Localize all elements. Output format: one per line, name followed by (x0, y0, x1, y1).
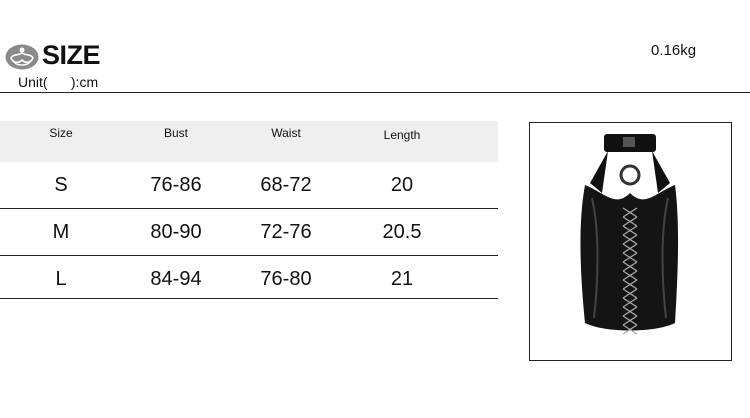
table-row: M 80-90 72-76 20.5 (0, 209, 498, 256)
table-cell: 20.5 (382, 221, 422, 243)
lace (622, 324, 638, 335)
table-cell: 72-76 (260, 221, 312, 243)
table-cell: 68-72 (260, 174, 312, 196)
column-header: Bust (163, 126, 188, 140)
table-row: L 84-94 76-80 21 (0, 256, 498, 299)
lace (622, 261, 638, 272)
lace (622, 207, 638, 218)
brand-logo (5, 44, 39, 70)
table-cell: 76-80 (260, 268, 312, 290)
table-cell: 76-86 (150, 174, 202, 196)
table-header: Size Bust Waist Length (0, 121, 498, 162)
product-image-frame (529, 122, 732, 361)
lace (622, 288, 638, 299)
lace (622, 315, 638, 326)
size-table: Size Bust Waist Length S 76-86 68-72 20 … (0, 121, 498, 299)
divider (0, 92, 750, 93)
table-row: S 76-86 68-72 20 (0, 162, 498, 209)
lace (622, 270, 638, 281)
lace (622, 252, 638, 263)
table-cell: S (54, 174, 68, 196)
lace (622, 243, 638, 254)
column-header: Waist (271, 126, 301, 140)
table-cell: 20 (390, 174, 414, 196)
table-cell: 21 (390, 268, 414, 290)
table-cell: M (52, 221, 70, 243)
lace (622, 225, 638, 236)
unit-label: Unit( ):cm (18, 74, 99, 90)
lace (622, 216, 638, 227)
table-cell: 84-94 (150, 268, 202, 290)
lace (622, 297, 638, 308)
lace (622, 279, 638, 290)
table-cell: L (55, 268, 67, 290)
lace (622, 234, 638, 245)
table-cell: 80-90 (150, 221, 202, 243)
product-image (580, 134, 679, 335)
column-header: Size (49, 126, 73, 140)
lace (622, 306, 638, 317)
column-header: Length (383, 128, 421, 142)
weight-label: 0.16kg (651, 42, 697, 59)
page-title: SIZE (42, 40, 101, 70)
